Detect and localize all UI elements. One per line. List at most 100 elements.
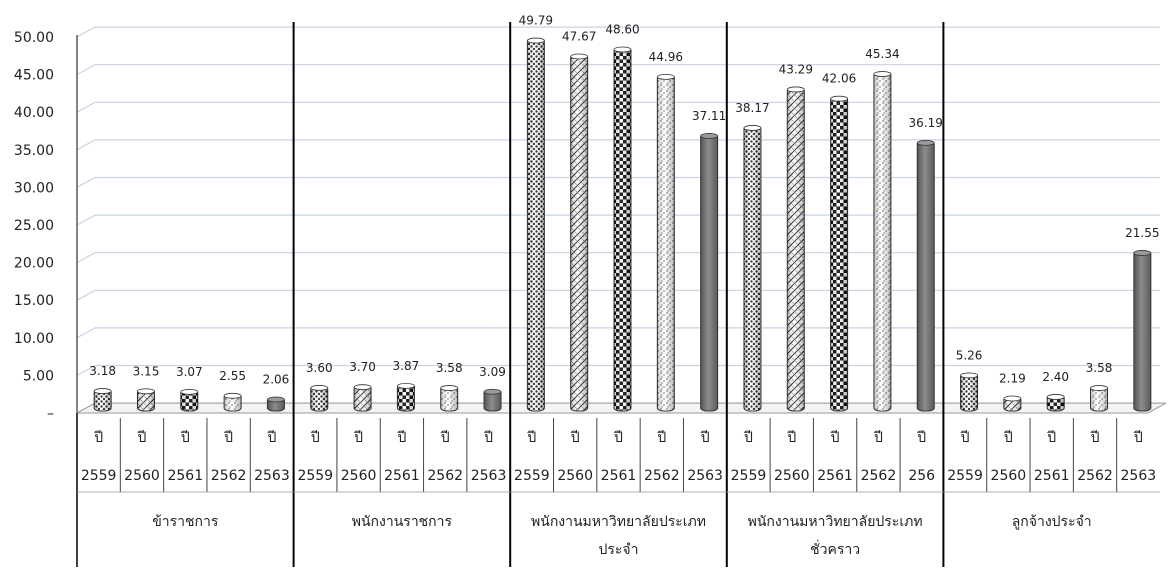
bar (180, 389, 199, 412)
category-label: ลูกจ้างประจำ (1012, 514, 1092, 530)
data-label: 2.19 (999, 372, 1026, 386)
gridline (76, 26, 1160, 38)
x-tick-label: 2562 (644, 468, 680, 484)
data-label: 3.09 (479, 365, 506, 379)
year-prefix-label: ปี (873, 430, 882, 446)
x-tick-label: 2560 (774, 468, 810, 484)
x-tick-label: 2561 (167, 468, 203, 484)
y-tick-label: 25.00 (14, 218, 54, 234)
year-prefix-label: ปี (484, 430, 493, 446)
bar (830, 95, 849, 412)
year-prefix-label: ปี (137, 430, 146, 446)
data-label: 42.06 (822, 72, 856, 86)
year-prefix-label: ปี (830, 430, 839, 446)
bar (656, 74, 675, 412)
bar (786, 86, 805, 412)
bar (1133, 250, 1152, 412)
gridline (76, 364, 1160, 376)
x-tick-label: 2563 (254, 468, 290, 484)
gridline (76, 327, 1160, 339)
year-prefix-label: ปี (570, 430, 579, 446)
year-prefix-label: ปี (1003, 430, 1012, 446)
year-prefix-label: ปี (657, 430, 666, 446)
y-tick-label: 20.00 (14, 256, 54, 272)
category-label: พนักงานมหาวิทยาลัยประเภท (531, 514, 706, 530)
data-label: 49.79 (519, 14, 553, 28)
data-label: 2.55 (219, 369, 246, 383)
bar (916, 139, 935, 412)
year-prefix-label: ปี (267, 430, 276, 446)
y-tick-label: 40.00 (14, 105, 54, 121)
data-label: 3.58 (1086, 361, 1113, 375)
gridline (76, 64, 1160, 76)
year-prefix-label: ปี (527, 430, 536, 446)
gridline (76, 176, 1160, 188)
year-prefix-label: ปี (1090, 430, 1099, 446)
category-label: ชั่วคราว (810, 540, 860, 558)
data-label: 3.15 (133, 364, 160, 378)
bar (1090, 385, 1109, 412)
data-label: 37.11 (692, 109, 726, 123)
data-label: 21.55 (1125, 226, 1159, 240)
gridline (76, 214, 1160, 226)
data-label: 45.34 (865, 47, 899, 61)
year-prefix-label: ปี (94, 430, 103, 446)
x-tick-label: 2559 (947, 468, 983, 484)
data-label: 48.60 (605, 23, 639, 37)
bar (483, 388, 502, 412)
category-label: ข้าราชการ (152, 514, 219, 530)
y-tick-label: 15.00 (14, 293, 54, 309)
bar (873, 71, 892, 412)
x-tick-label: 2562 (861, 468, 897, 484)
data-label: 3.60 (306, 361, 333, 375)
x-tick-label: 2562 (211, 468, 247, 484)
category-label: พนักงานราชการ (352, 514, 453, 530)
year-prefix-label: ปี (180, 430, 189, 446)
x-tick-label: 2561 (817, 468, 853, 484)
bar (700, 133, 719, 412)
data-label: 44.96 (649, 50, 683, 64)
x-tick-label: 2561 (601, 468, 637, 484)
data-label: 2.06 (263, 373, 290, 387)
bar (570, 53, 589, 412)
year-prefix-label: ปี (960, 430, 969, 446)
data-label: 3.07 (176, 365, 203, 379)
category-label: พนักงานมหาวิทยาลัยประเภท (748, 514, 923, 530)
x-tick-label: 2559 (514, 468, 550, 484)
gridline (76, 139, 1160, 151)
bar (396, 382, 415, 412)
y-tick-label: 50.00 (14, 30, 54, 46)
year-prefix-label: ปี (224, 430, 233, 446)
x-tick-label: 2561 (384, 468, 420, 484)
data-label: 36.19 (909, 116, 943, 130)
data-label: 3.18 (89, 364, 116, 378)
y-tick-label: – (47, 406, 54, 422)
x-tick-label: 256 (908, 468, 935, 484)
bar (743, 125, 762, 412)
year-prefix-label: ปี (917, 430, 926, 446)
bar (526, 37, 545, 412)
year-prefix-label: ปี (787, 430, 796, 446)
x-tick-label: 2559 (731, 468, 767, 484)
data-label: 43.29 (779, 62, 813, 76)
x-tick-label: 2562 (1077, 468, 1113, 484)
bar (613, 46, 632, 412)
x-tick-label: 2561 (1034, 468, 1070, 484)
year-prefix-label: ปี (1047, 430, 1056, 446)
bar (93, 388, 112, 412)
bar (1003, 395, 1022, 412)
category-label: ประจำ (599, 542, 639, 558)
bar (136, 388, 155, 412)
data-label: 47.67 (562, 30, 596, 44)
gridline (76, 289, 1160, 301)
bar (266, 396, 285, 412)
data-label: 38.17 (735, 101, 769, 115)
y-tick-label: 35.00 (14, 143, 54, 159)
y-tick-label: 45.00 (14, 68, 54, 84)
gridline (76, 101, 1160, 113)
x-tick-label: 2560 (557, 468, 593, 484)
data-label: 3.58 (436, 361, 463, 375)
bar (310, 385, 329, 412)
year-prefix-label: ปี (700, 430, 709, 446)
data-label: 5.26 (956, 348, 983, 362)
